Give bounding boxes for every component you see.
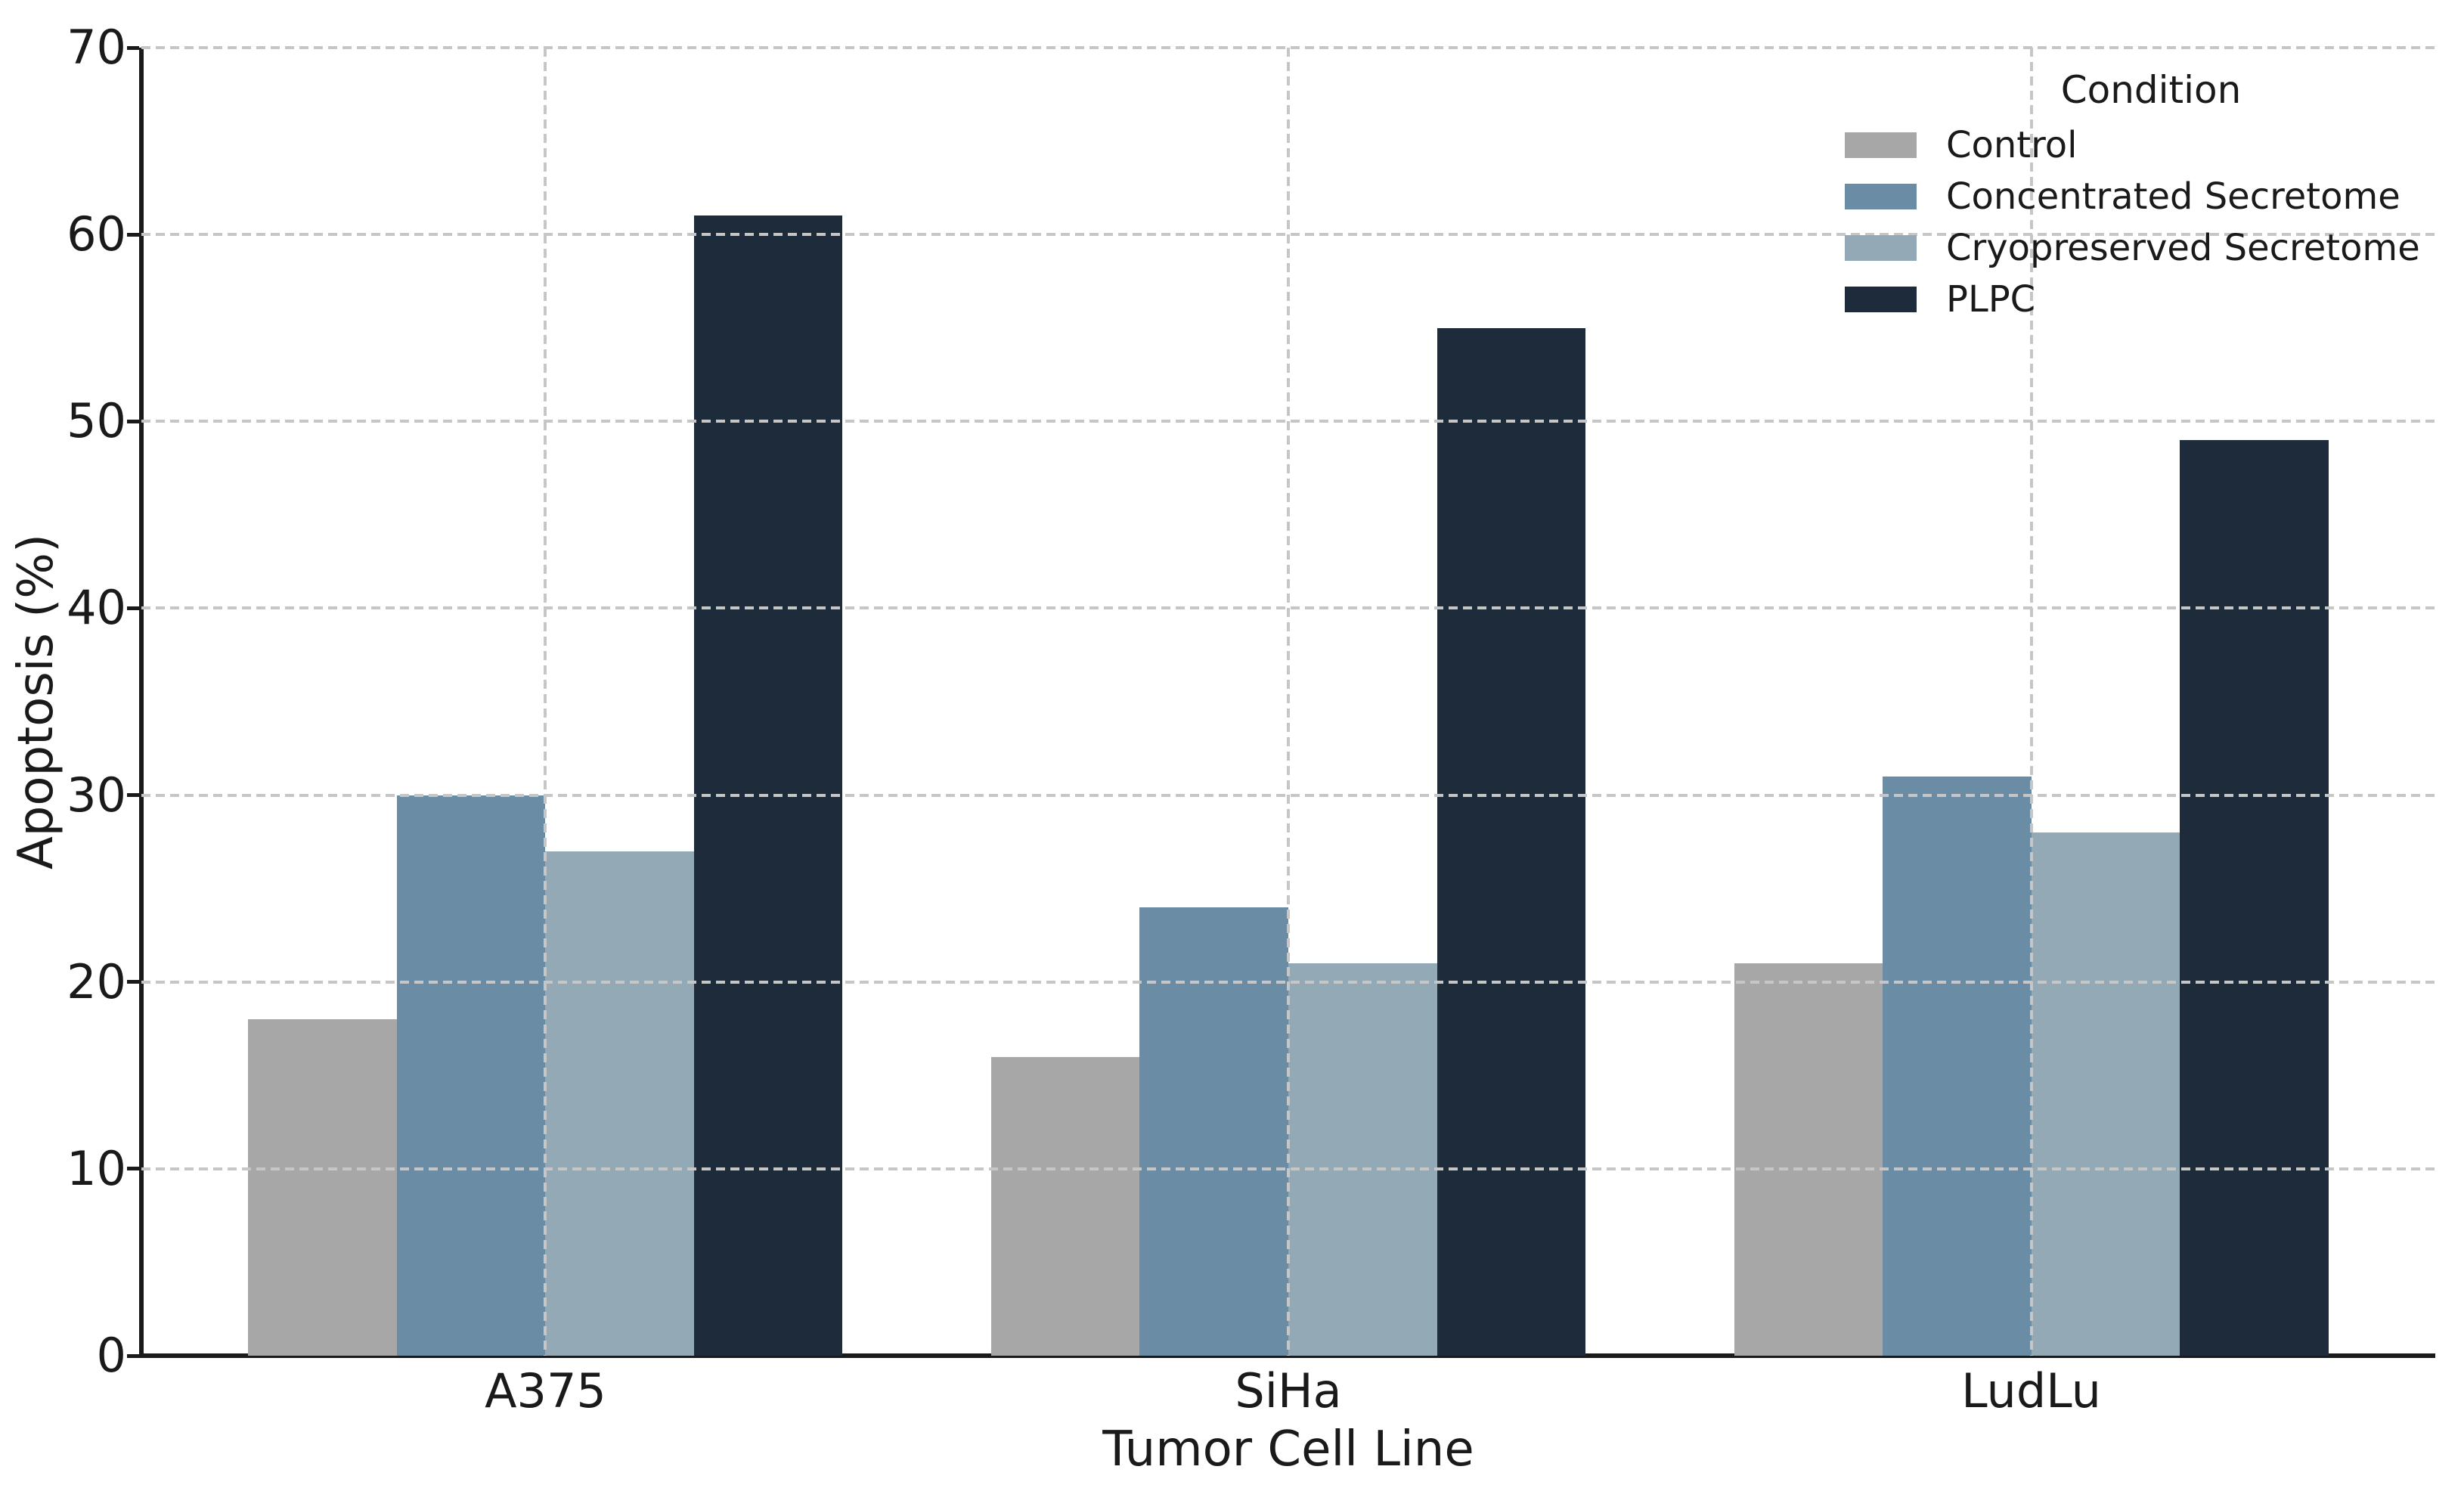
legend-swatch [1845,184,1917,209]
bar-LudLu-cryopreserved-secretome [2031,832,2180,1356]
bar-A375-concentrated-secretome [396,795,546,1356]
horizontal-gridline [141,46,2435,49]
horizontal-gridline [141,606,2435,610]
y-tick-label: 60 [67,206,126,262]
y-axis-title: Apoptosis (%) [8,534,64,870]
legend-label: PLPC [1946,278,2036,321]
legend-swatch [1845,235,1917,261]
x-tick-label: A375 [485,1363,606,1418]
legend-swatch [1845,132,1917,158]
legend: Condition Control Concentrated Secretome C… [1845,71,2457,325]
bar-SiHa-plpc [1437,327,1585,1356]
bar-LudLu-plpc [2180,440,2329,1356]
y-tick-mark [127,1167,139,1171]
y-tick-mark [127,606,139,610]
y-tick-label: 30 [67,767,126,823]
y-tick-label: 0 [96,1328,126,1383]
y-tick-mark [127,980,139,984]
y-tick-mark [127,793,139,798]
legend-label: Concentrated Secretome [1946,175,2400,218]
bar-SiHa-concentrated-secretome [1139,907,1288,1356]
legend-items: Control Concentrated Secretome Cryopreserv… [1845,119,2457,325]
y-tick-label: 10 [67,1140,126,1196]
legend-label: Control [1946,124,2078,166]
legend-swatch [1845,287,1917,312]
plot-area: 0 10 20 30 40 50 60 70 A375 SiHa LudLu Tumor Cell… [67,24,2435,1474]
x-axis-title: Tumor Cell Line [1102,1421,1474,1477]
x-axis-spine [139,1353,2435,1358]
x-tick-label: LudLu [1961,1363,2101,1418]
legend-item: Control [1845,119,2457,171]
y-tick-label: 40 [67,580,126,636]
legend-item: Concentrated Secretome [1845,171,2457,222]
y-tick-mark [127,419,139,423]
y-tick-mark [127,1353,139,1358]
legend-item: Cryopreserved Secretome [1845,222,2457,274]
bar-LudLu-control [1734,963,1883,1356]
y-tick-label: 50 [67,393,126,449]
y-axis-spine [139,48,144,1358]
legend-item: PLPC [1845,274,2457,325]
horizontal-gridline [141,420,2435,423]
y-tick-label: 20 [67,953,126,1009]
bar-SiHa-control [990,1056,1140,1356]
bar-A375-plpc [693,215,843,1356]
x-tick-label: SiHa [1235,1363,1342,1418]
legend-title: Condition [2060,68,2242,112]
y-tick-mark [127,45,139,50]
bar-LudLu-concentrated-secretome [1883,776,2032,1356]
bar-A375-cryopreserved-secretome [545,851,694,1356]
bar-A375-control [248,1019,397,1356]
legend-label: Cryopreserved Secretome [1946,227,2420,269]
y-tick-label: 70 [67,20,126,75]
y-tick-mark [127,232,139,237]
bar-SiHa-cryopreserved-secretome [1288,963,1437,1356]
